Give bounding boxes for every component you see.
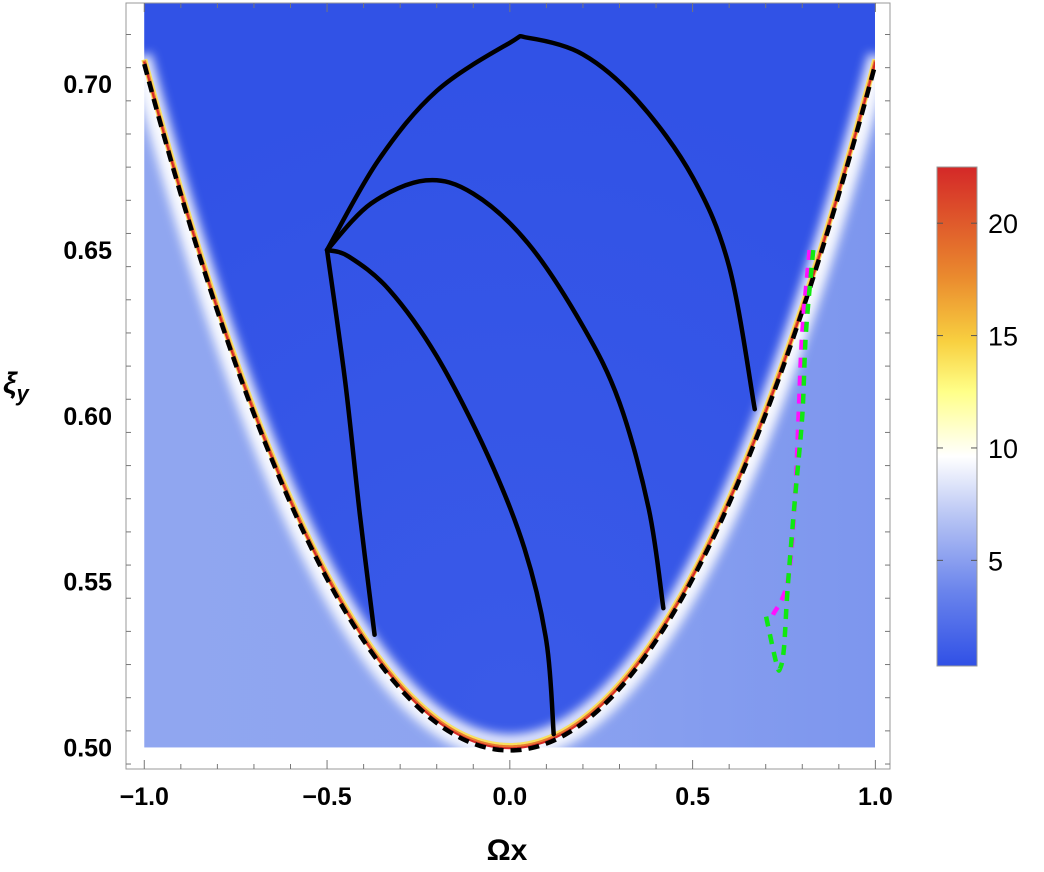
y-axis-title-sub: y — [16, 381, 31, 406]
y-tick-label: 0.70 — [63, 71, 112, 99]
heatmap-surface — [141, 3, 875, 754]
axes: −1.0 −0.5 0.0 0.5 1.0 0.50 0.55 0.60 0.65 0.70 — [63, 3, 893, 811]
curves-layer — [142, 33, 878, 753]
x-tick-label: −1.0 — [120, 783, 169, 811]
series-curve-3 — [324, 247, 556, 737]
y-tick-label: 0.50 — [63, 734, 112, 762]
x-tick-label: 0.5 — [675, 783, 710, 811]
colorbar-tick-label: 5 — [988, 546, 1003, 576]
x-tick-label: 0.0 — [492, 783, 527, 811]
x-tick-label: 1.0 — [858, 783, 893, 811]
series-curve-4 — [324, 247, 377, 637]
colorbar: 5 10 15 20 — [936, 166, 1018, 667]
series-green-dashed — [763, 249, 816, 673]
y-tick-label: 0.60 — [63, 403, 112, 431]
colorbar-tick-label: 20 — [988, 209, 1018, 239]
y-tick-label: 0.65 — [63, 237, 112, 265]
boundary-dashed-curve — [142, 63, 878, 753]
plot-frame — [125, 2, 891, 770]
colorbar-tick-label: 15 — [988, 322, 1018, 352]
colorbar-gradient — [936, 166, 978, 667]
series-curve-1 — [324, 33, 757, 412]
y-axis-title-main: ξ — [3, 367, 18, 400]
colorbar-tick-label: 10 — [988, 434, 1018, 464]
plot-border — [125, 2, 891, 770]
x-tick-label: −0.5 — [302, 783, 351, 811]
series-curve-2 — [324, 177, 666, 611]
y-axis-title: ξy — [3, 367, 31, 406]
y-tick-label: 0.55 — [63, 569, 112, 597]
x-axis-title: Ωx — [487, 834, 528, 867]
